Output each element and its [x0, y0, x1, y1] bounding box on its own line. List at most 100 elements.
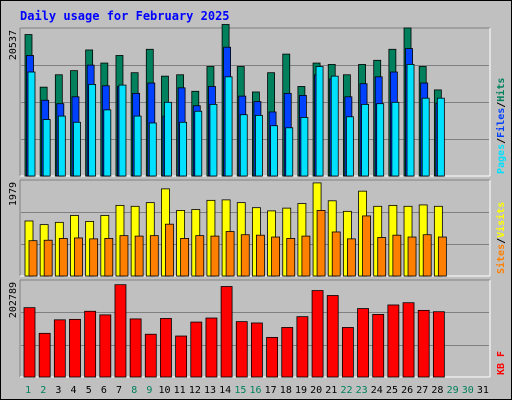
sites-bar [58, 237, 68, 277]
x-tick-label: 10 [159, 385, 171, 396]
x-tick-label: 16 [249, 385, 261, 396]
pages-bar [148, 122, 157, 177]
pages-bar [255, 114, 263, 177]
x-tick-label: 7 [116, 385, 122, 396]
pages-bar [270, 125, 278, 177]
pages-bar [224, 76, 233, 177]
pages-bar [27, 71, 36, 177]
pages-bar [103, 109, 112, 177]
kbytes-bar [266, 336, 278, 378]
pages-bar [164, 101, 172, 177]
legend-sites: Sites [495, 244, 507, 274]
kbytes-bar [144, 333, 157, 378]
kbytes-bar [251, 322, 263, 378]
kbytes-bar [341, 327, 354, 378]
x-tick-label: 6 [101, 385, 107, 396]
sites-bar [149, 235, 159, 277]
kbytes-bar [357, 308, 369, 378]
x-tick-label: 26 [401, 385, 413, 396]
pages-bar [376, 103, 385, 177]
sites-bar [301, 235, 311, 277]
kbytes-bar [38, 332, 51, 378]
x-tick-label: 2 [40, 385, 46, 396]
x-tick-label: 22 [340, 385, 352, 396]
kbytes-bar [175, 335, 188, 378]
sites-bar [377, 237, 387, 277]
pages-bar [315, 66, 324, 177]
x-tick-label: 19 [295, 385, 307, 396]
sites-bar [134, 235, 144, 277]
x-tick-label: 31 [477, 385, 489, 396]
pages-bar [118, 84, 127, 177]
sites-bar [407, 236, 417, 277]
x-tick-label: 11 [174, 385, 186, 396]
x-tick-label: 15 [234, 385, 246, 396]
pages-bar [330, 75, 339, 177]
kbytes-bar [387, 304, 400, 378]
legend-pages: Pages [496, 144, 507, 174]
pages-bar [194, 110, 203, 177]
sites-bar [210, 235, 220, 277]
kbytes-bar [53, 319, 66, 378]
sites-bar [346, 238, 356, 277]
kbytes-bar [69, 318, 81, 378]
x-tick-label: 20 [310, 385, 322, 396]
pages-bar [88, 84, 97, 177]
x-tick-label: 27 [416, 385, 428, 396]
sites-bar [316, 210, 326, 277]
kbytes-bar [99, 314, 112, 378]
sites-bar [43, 239, 53, 277]
pages-bar [406, 64, 415, 177]
x-tick-label: 24 [371, 385, 383, 396]
x-tick-label: 14 [219, 385, 231, 396]
sites-bar [119, 235, 129, 277]
sites-bar [286, 237, 296, 277]
x-tick-label: 17 [265, 385, 277, 396]
legend-visits: Visits [495, 202, 507, 238]
pages-bar [239, 114, 248, 177]
legend-hits: Hits [495, 78, 507, 102]
pages-bar [436, 97, 445, 177]
x-tick-label: 30 [462, 385, 474, 396]
sites-bar [271, 236, 280, 277]
kbytes-bar [160, 318, 172, 378]
kbytes-bar [372, 314, 385, 378]
pages-bar [361, 103, 369, 177]
x-tick-label: 3 [55, 385, 61, 396]
pages-bar [421, 97, 430, 177]
kbytes-bar [205, 317, 218, 378]
pages-bar [179, 121, 188, 177]
sites-bar [225, 231, 235, 277]
legend-separator: / [496, 138, 507, 144]
pages-bar [73, 121, 81, 177]
x-tick-label: 21 [325, 385, 337, 396]
x-tick-label: 5 [86, 385, 92, 396]
panel-0-ymax-label: 20537 [8, 30, 19, 60]
kbytes-bar [114, 284, 127, 378]
kbytes-bar [23, 307, 36, 378]
sites-bar [362, 215, 371, 277]
kbytes-bar [432, 311, 445, 378]
sites-bar [331, 231, 341, 277]
kbytes-bar [190, 321, 203, 378]
sites-bar [437, 236, 447, 277]
sites-bar [165, 223, 174, 277]
kbytes-bar [235, 321, 248, 378]
sites-bar [256, 234, 265, 277]
sites-bar [180, 237, 190, 277]
pages-bar [209, 103, 218, 177]
legend-files: Files [495, 108, 507, 138]
pages-bar [42, 119, 51, 177]
kbytes-bar [326, 295, 339, 378]
x-tick-label: 8 [131, 385, 137, 396]
x-tick-label: 28 [431, 385, 443, 396]
x-tick-label: 18 [280, 385, 292, 396]
kbytes-bar [129, 318, 142, 378]
legend-kbytes: KB F [496, 351, 507, 375]
kbytes-bar [311, 290, 324, 378]
pages-bar [300, 117, 309, 177]
sites-bar [422, 234, 432, 277]
kbytes-bar [220, 286, 233, 378]
legend-separator: / [496, 102, 507, 108]
